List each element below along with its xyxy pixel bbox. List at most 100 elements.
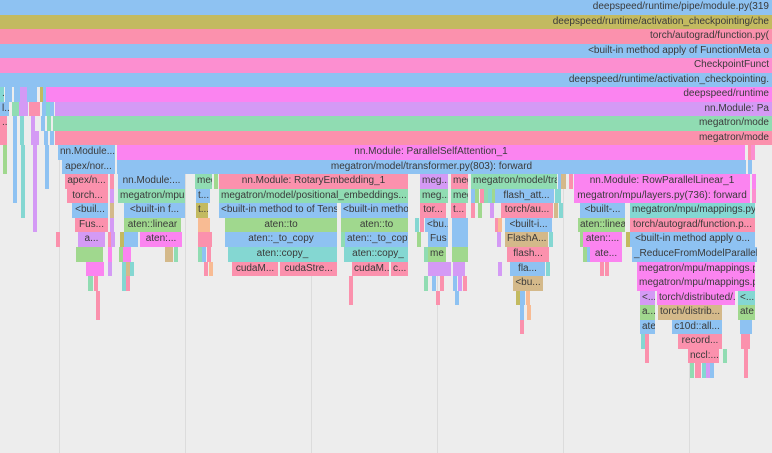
frame-sliver[interactable] bbox=[165, 247, 173, 262]
frame-sliver[interactable] bbox=[546, 261, 550, 277]
frame-sliver[interactable] bbox=[19, 101, 28, 117]
frame-fla[interactable]: fla... bbox=[510, 261, 545, 277]
frame-[interactable]: <... bbox=[738, 290, 755, 306]
frame-sliver[interactable] bbox=[198, 217, 210, 233]
frame-sliver[interactable] bbox=[341, 217, 345, 233]
frame-sliver[interactable] bbox=[20, 116, 24, 131]
frame-fus[interactable]: Fus... bbox=[75, 217, 108, 233]
frame-sliver[interactable] bbox=[33, 145, 37, 160]
frame-built-i[interactable]: <built-i... bbox=[505, 217, 552, 233]
frame-ate[interactable]: ate bbox=[738, 305, 755, 320]
frame-sliver[interactable] bbox=[555, 188, 561, 204]
frame-sliver[interactable] bbox=[124, 232, 138, 247]
frame-sliver[interactable] bbox=[432, 276, 436, 291]
frame-sliver[interactable] bbox=[478, 203, 482, 218]
frame-sliver[interactable] bbox=[31, 130, 39, 146]
frame-sliver[interactable] bbox=[31, 116, 35, 131]
frame-sliver[interactable] bbox=[349, 290, 353, 306]
frame-sliver[interactable] bbox=[13, 116, 17, 131]
frame-sliver[interactable] bbox=[21, 159, 25, 175]
frame-tor[interactable]: tor... bbox=[420, 203, 446, 218]
frame-sliver[interactable] bbox=[96, 290, 100, 306]
frame-cudam[interactable]: cudaM... bbox=[232, 261, 278, 277]
frame-sliver[interactable] bbox=[122, 276, 126, 291]
frame-nn-module-parallelselfattention-1[interactable]: nn.Module: ParallelSelfAttention_1 bbox=[117, 145, 745, 160]
frame-nn-module[interactable]: nn.Module:... bbox=[118, 174, 185, 189]
frame-sliver[interactable] bbox=[13, 130, 17, 146]
frame-sliver[interactable] bbox=[751, 145, 755, 160]
frame-sliver[interactable] bbox=[710, 363, 714, 378]
frame-sliver[interactable] bbox=[40, 87, 44, 102]
frame-sliver[interactable] bbox=[520, 290, 525, 306]
frame-sliver[interactable] bbox=[741, 334, 750, 349]
frame-deepspeed-runtime-activation-checkpointing-che[interactable]: deepspeed/runtime/activation_checkpointi… bbox=[0, 14, 772, 30]
frame-t[interactable]: t... bbox=[451, 203, 466, 218]
frame-sliver[interactable] bbox=[3, 145, 7, 160]
frame-sliver[interactable] bbox=[587, 247, 591, 262]
frame-sliver[interactable] bbox=[123, 247, 131, 262]
frame-sliver[interactable] bbox=[645, 348, 649, 364]
frame-sliver[interactable] bbox=[558, 174, 562, 189]
frame-apex-n[interactable]: apex/n... bbox=[65, 174, 108, 189]
frame-aten-to-copy[interactable]: aten::_to_copy bbox=[345, 232, 408, 247]
frame-flash[interactable]: flash... bbox=[507, 247, 549, 262]
frame-sliver[interactable] bbox=[56, 232, 60, 247]
frame-meg[interactable]: meg bbox=[195, 174, 212, 189]
frame-sliver[interactable] bbox=[471, 203, 475, 218]
frame-megatron-model-positional-embeddings[interactable]: megatron/model/positional_embeddings... bbox=[219, 188, 408, 204]
frame-sliver[interactable] bbox=[452, 232, 468, 247]
frame-sliver[interactable] bbox=[86, 261, 104, 277]
frame-sliver[interactable] bbox=[13, 159, 17, 175]
frame-sliver[interactable] bbox=[45, 145, 49, 160]
frame-sliver[interactable] bbox=[110, 188, 114, 204]
frame-sliver[interactable] bbox=[108, 261, 112, 277]
frame-nn-module-rotaryembedding-1[interactable]: nn.Module: RotaryEmbedding_1 bbox=[219, 174, 408, 189]
frame-buil[interactable]: <buil... bbox=[72, 203, 108, 218]
frame-sliver[interactable] bbox=[43, 87, 47, 102]
frame-sliver[interactable] bbox=[0, 130, 7, 146]
frame-sliver[interactable] bbox=[645, 334, 649, 349]
frame-built-in-method-apply-o[interactable]: <built-in method apply o... bbox=[630, 232, 755, 247]
frame-torch-distrib[interactable]: torch/distrib... bbox=[658, 305, 722, 320]
frame-meg[interactable]: meg... bbox=[420, 188, 448, 204]
frame-sliver[interactable] bbox=[96, 305, 100, 320]
frame-sliver[interactable] bbox=[695, 363, 701, 378]
frame-sliver[interactable] bbox=[605, 261, 609, 277]
frame-sliver[interactable] bbox=[130, 261, 134, 277]
frame-sliver[interactable] bbox=[526, 290, 530, 306]
frame-sliver[interactable] bbox=[452, 247, 468, 262]
frame-built-in-method-apply-of-functionmeta-o[interactable]: <built-in method apply of FunctionMeta o bbox=[0, 43, 772, 59]
frame-sliver[interactable] bbox=[202, 247, 206, 262]
frame-sliver[interactable] bbox=[198, 232, 212, 247]
frame-sliver[interactable] bbox=[455, 290, 459, 306]
frame-meg[interactable]: meg... bbox=[420, 174, 448, 189]
frame-megatron-model-tra[interactable]: megatron/model/tra... bbox=[471, 174, 557, 189]
frame-t[interactable]: t... bbox=[196, 188, 210, 204]
frame-sliver[interactable] bbox=[748, 159, 752, 175]
frame-sliver[interactable] bbox=[198, 247, 202, 262]
frame-t[interactable]: t... bbox=[196, 203, 208, 218]
frame-sliver[interactable] bbox=[110, 217, 114, 233]
frame-sliver[interactable] bbox=[13, 145, 17, 160]
frame-sliver[interactable] bbox=[13, 174, 17, 189]
frame-sliver[interactable] bbox=[33, 217, 37, 233]
frame-l[interactable]: l... bbox=[0, 101, 9, 117]
frame-aten-to-copy[interactable]: aten::_to_copy bbox=[225, 232, 337, 247]
frame-sliver[interactable] bbox=[690, 363, 694, 378]
frame-deepspeed-runtime-activation-checkpointing[interactable]: deepspeed/runtime/activation_checkpointi… bbox=[0, 72, 772, 88]
frame-sliver[interactable] bbox=[42, 101, 46, 117]
frame-sliver[interactable] bbox=[44, 130, 48, 146]
frame-aten-to[interactable]: aten::to bbox=[225, 217, 337, 233]
frame-sliver[interactable] bbox=[484, 188, 488, 204]
frame-nn-module[interactable]: nn.Module... bbox=[58, 145, 115, 160]
frame-apex-nor[interactable]: apex/nor... bbox=[62, 159, 115, 175]
frame-megatron-mode[interactable]: megatron/mode bbox=[55, 130, 772, 146]
frame-me[interactable]: me bbox=[428, 247, 446, 262]
frame-sliver[interactable] bbox=[752, 188, 756, 204]
frame-sliver[interactable] bbox=[458, 276, 462, 291]
frame-aten[interactable]: aten::... bbox=[583, 232, 622, 247]
frame-sliver[interactable] bbox=[520, 319, 524, 335]
frame-built[interactable]: <built-... bbox=[580, 203, 625, 218]
frame-sliver[interactable] bbox=[744, 363, 748, 378]
frame-sliver[interactable] bbox=[45, 174, 49, 189]
